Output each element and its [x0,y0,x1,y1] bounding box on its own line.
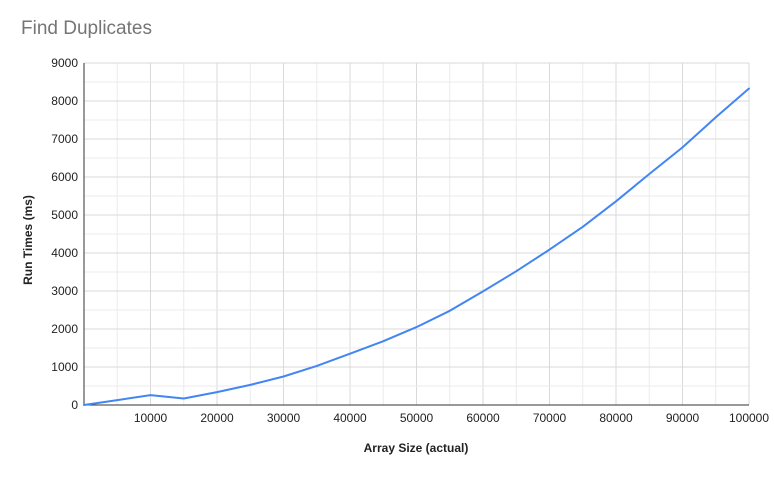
y-tick-label: 4000 [51,246,78,260]
x-tick-label: 60000 [466,411,500,425]
axes [83,63,749,406]
tick-labels: 0 1000 2000 3000 4000 5000 6000 7000 8000 9000 100… [51,56,769,425]
x-tick-label: 10000 [134,411,168,425]
series-layer [83,87,750,406]
x-tick-label: 100000 [729,411,769,425]
y-tick-label: 3000 [51,284,78,298]
x-tick-label: 30000 [267,411,301,425]
y-tick-label: 0 [71,398,78,412]
y-tick-label: 7000 [51,132,78,146]
y-tick-label: 5000 [51,208,78,222]
x-axis-label: Array Size (actual) [364,441,469,455]
x-tick-label: 90000 [666,411,700,425]
x-tick-label: 80000 [599,411,633,425]
x-tick-label: 40000 [333,411,367,425]
grid-lines [84,62,750,406]
chart-title: Find Duplicates [21,18,152,39]
y-tick-label: 1000 [51,360,78,374]
y-tick-label: 9000 [51,56,78,70]
y-axis-label: Run Times (ms) [21,195,35,285]
y-tick-label: 8000 [51,94,78,108]
x-tick-label: 20000 [200,411,234,425]
x-tick-label: 70000 [533,411,567,425]
series-line [83,87,750,406]
x-tick-label: 50000 [400,411,434,425]
y-tick-label: 2000 [51,322,78,336]
y-tick-label: 6000 [51,170,78,184]
